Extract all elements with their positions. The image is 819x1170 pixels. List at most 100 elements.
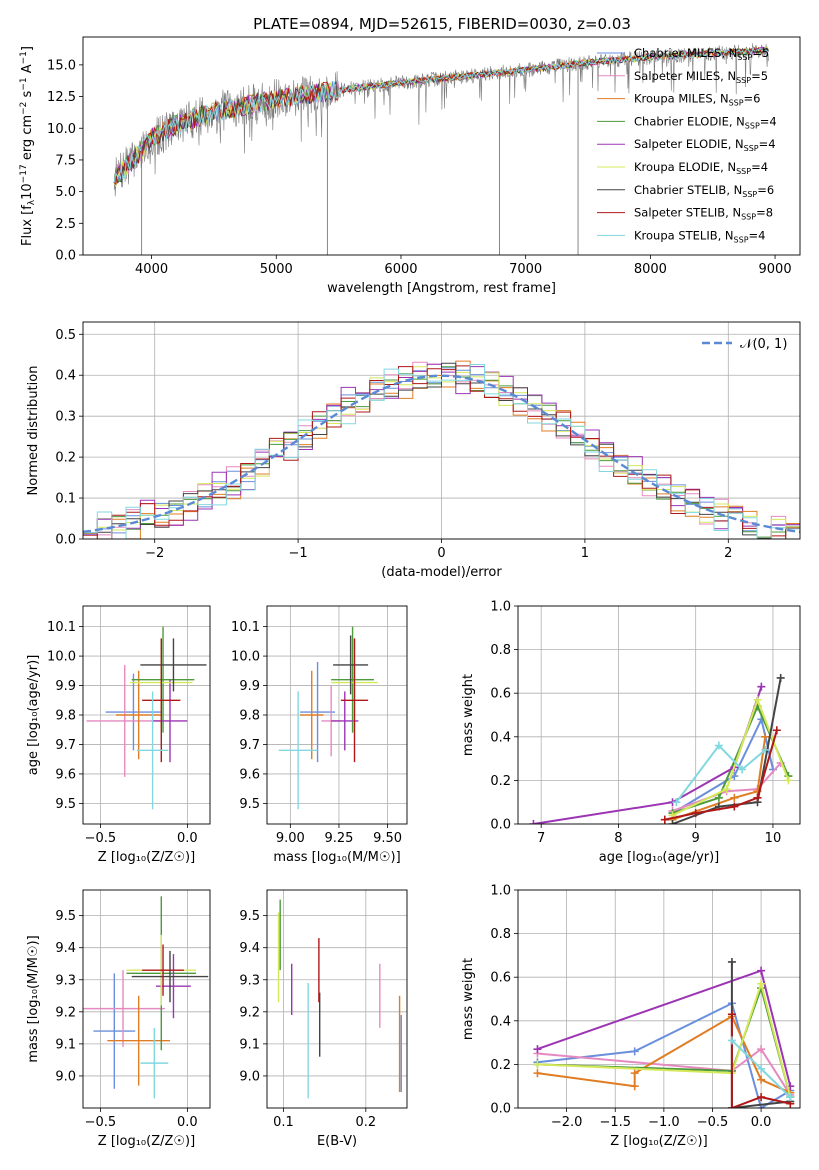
y-axis-label: mass weight [461, 674, 476, 756]
axes-frame [82, 36, 801, 256]
x-tick-label: 0.2 [355, 1115, 376, 1130]
y-tick-label: 9.6 [55, 767, 76, 782]
y-tick-label: 10.1 [47, 620, 76, 635]
axes-frame [266, 605, 408, 825]
weight-marker [784, 776, 793, 785]
x-axis-label: age [log₁₀(age/yr)] [599, 850, 720, 865]
plot-area [83, 896, 209, 1099]
x-tick-label: 0 [437, 546, 445, 561]
figure-title: PLATE=0894, MJD=52615, FIBERID=0030, z=0… [253, 15, 631, 33]
y-axis-label: mass weight [461, 958, 476, 1040]
y-tick-label: 10.0 [231, 650, 260, 665]
y-tick-label: 12.5 [47, 90, 76, 105]
weight-series [537, 1014, 791, 1094]
weight-series [730, 1014, 791, 1108]
weight-series [675, 743, 766, 803]
y-tick-label: 0.1 [55, 492, 76, 507]
x-tick-label: −2.0 [551, 1115, 583, 1130]
y-tick-label: 9.5 [55, 909, 76, 924]
y-tick-label: 9.5 [239, 909, 260, 924]
x-tick-label: −2 [145, 546, 164, 561]
x-tick-label: 0.1 [273, 1115, 294, 1130]
panel-z-mass: −0.5 0.0 9.0 9.1 9.2 9.3 9.4 9.5 Z [log₁₀(Z/Z☉)]… [26, 889, 211, 1149]
legend-entry: Chabrier MILES, NSSP=5 [634, 46, 769, 62]
x-tick-label: 9.00 [276, 831, 305, 846]
weight-series [537, 1047, 792, 1096]
y-tick-label: 7.5 [55, 153, 76, 168]
y-tick-label: 9.7 [239, 738, 260, 753]
y-tick-label: 9.0 [55, 1069, 76, 1084]
y-tick-label: 9.2 [239, 1005, 260, 1020]
panel-residuals: −2 −1 0 1 2 0.0 0.1 0.2 0.3 0.4 0.5 (data-model)/er… [26, 321, 801, 580]
x-tick-label: 9.50 [373, 831, 402, 846]
x-axis-label: mass [log₁₀(M/M☉)] [273, 850, 400, 865]
x-tick-label: 2 [724, 546, 732, 561]
axes-frame [82, 321, 801, 540]
y-tick-label: 9.8 [239, 709, 260, 724]
normal-curve [83, 374, 800, 533]
weight-marker [761, 745, 770, 754]
x-tick-label: 1 [581, 546, 589, 561]
weight-marker [672, 798, 681, 807]
legend-entry: Salpeter MILES, NSSP=5 [634, 69, 768, 85]
plot-area [113, 43, 770, 255]
weight-marker [727, 957, 736, 966]
y-tick-label: 9.9 [239, 679, 260, 694]
weight-marker [727, 1036, 736, 1045]
histogram-series [83, 364, 800, 539]
weight-marker [757, 1045, 766, 1054]
weight-marker [691, 809, 700, 818]
x-tick-label: 9000 [759, 262, 792, 277]
x-axis-label: (data-model)/error [381, 565, 502, 580]
weight-series [672, 696, 790, 817]
plot-area [529, 673, 793, 824]
panel-z-age: −0.5 0.0 9.5 9.6 9.7 9.8 9.9 10.0 10.1 Z [log₁₀(Z… [26, 605, 211, 865]
weight-marker [714, 741, 723, 750]
x-tick-label: 10 [765, 831, 782, 846]
y-tick-label: 0.6 [490, 687, 511, 702]
x-tick-label: −0.5 [85, 1115, 117, 1130]
y-tick-label: 10.1 [231, 620, 260, 635]
legend-entry: Chabrier ELODIE, NSSP=4 [634, 114, 777, 130]
x-tick-label: 8 [614, 831, 622, 846]
weight-marker [533, 1045, 542, 1054]
x-axis-label: E(B-V) [317, 1134, 357, 1149]
weight-marker [761, 732, 770, 741]
axes-frame [82, 605, 211, 825]
y-axis-label: Normed distribution [26, 366, 41, 496]
y-tick-label: 0.4 [490, 1014, 511, 1029]
x-tick-label: −1.0 [648, 1115, 680, 1130]
y-tick-label: 0.5 [55, 328, 76, 343]
x-axis-label: Z [log₁₀(Z/Z☉)] [98, 850, 195, 865]
y-tick-label: 9.3 [55, 973, 76, 988]
weight-marker [727, 1104, 736, 1108]
x-tick-label: −1 [289, 546, 308, 561]
y-tick-label: 0.0 [490, 818, 511, 833]
panel-z-weight: −2.0 −1.5 −1.0 −0.5 0.0 0.0 0.2 0.4 0.6 0.8 1.0 Z [… [461, 884, 801, 1149]
weight-marker [757, 1093, 766, 1102]
weight-marker [757, 682, 766, 691]
axes-frame [517, 605, 801, 825]
y-tick-label: 0.8 [490, 927, 511, 942]
x-axis-label: Z [log₁₀(Z/Z☉)] [98, 1134, 195, 1149]
y-axis-label: age [log₁₀(age/yr)] [26, 655, 41, 776]
x-tick-label: −0.5 [697, 1115, 729, 1130]
weight-marker [630, 1047, 639, 1056]
y-tick-label: 9.3 [239, 973, 260, 988]
weight-marker [630, 1069, 639, 1078]
x-tick-label: 7 [537, 831, 545, 846]
y-tick-label: 0.2 [490, 774, 511, 789]
x-tick-label: 4000 [135, 262, 168, 277]
legend-entry: 𝒩(0, 1) [740, 337, 787, 352]
y-tick-label: 9.9 [55, 679, 76, 694]
y-tick-label: 2.5 [55, 217, 76, 232]
weight-series [672, 736, 767, 821]
x-tick-label: 8000 [634, 262, 667, 277]
y-tick-label: 9.8 [55, 709, 76, 724]
weight-marker [630, 1082, 639, 1091]
weight-marker [730, 802, 739, 811]
legend-entry: Salpeter ELODIE, NSSP=4 [634, 137, 776, 153]
weight-marker [757, 1064, 766, 1073]
weight-marker [533, 1060, 542, 1069]
